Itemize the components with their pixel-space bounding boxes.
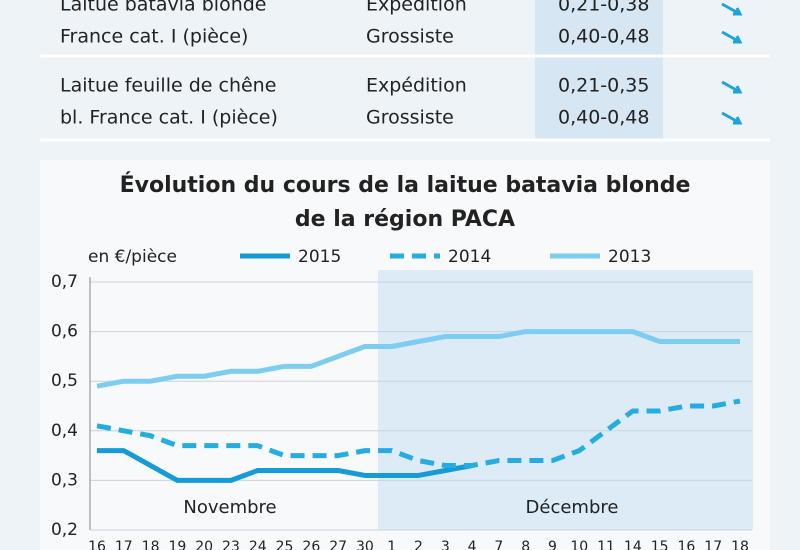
market: Grossiste — [366, 107, 454, 129]
market: Expédition — [366, 0, 467, 16]
trend-arrows — [721, 2, 743, 125]
legend-label: 2014 — [448, 247, 491, 267]
x-tick-label: 23 — [222, 539, 240, 550]
x-tick-label: 3 — [441, 539, 450, 550]
legend-label: 2013 — [608, 247, 651, 267]
x-tick-label: 30 — [356, 539, 374, 550]
x-tick-label: 4 — [468, 539, 477, 550]
x-tick-label: 17 — [115, 539, 133, 550]
price: 0,21-0,35 — [558, 75, 649, 97]
price-column — [535, 0, 663, 140]
x-tick-label: 15 — [651, 539, 669, 550]
x-tick-label: 8 — [521, 539, 530, 550]
x-tick-label: 27 — [329, 539, 347, 550]
product: bl. France cat. I (pièce) — [60, 107, 278, 129]
x-tick-label: 17 — [704, 539, 722, 550]
x-tick-label: 16 — [678, 539, 696, 550]
month-label: Novembre — [183, 497, 276, 518]
market: Expédition — [366, 75, 467, 97]
product: Laitue feuille de chêne — [60, 75, 276, 97]
y-tick-label: 0,3 — [51, 470, 78, 490]
x-tick-label: 9 — [548, 539, 557, 550]
x-tick-label: 7 — [494, 539, 503, 550]
chart-title: de la région PACA — [295, 207, 515, 232]
x-tick-label: 24 — [249, 539, 267, 550]
y-tick-label: 0,2 — [51, 520, 78, 540]
x-tick-label: 25 — [276, 539, 294, 550]
x-tick-label: 14 — [624, 539, 642, 550]
price: 0,40-0,48 — [558, 107, 649, 129]
x-tick-label: 26 — [302, 539, 320, 550]
series-line — [96, 329, 740, 389]
market: Grossiste — [366, 26, 454, 48]
month-label: Décembre — [526, 497, 619, 518]
x-tick-label: 10 — [570, 539, 588, 550]
x-tick-label: 18 — [142, 539, 160, 550]
x-tick-label: 2 — [414, 539, 423, 550]
series-line — [96, 398, 741, 469]
plot: 0,20,30,40,50,60,716 17 18 19 20 23 24 25 26 27 30… — [51, 247, 752, 550]
x-tick-label: 11 — [597, 539, 615, 550]
series-line — [97, 448, 473, 483]
x-tick-label: 19 — [168, 539, 186, 550]
price: 0,21-0,38 — [558, 0, 649, 16]
y-tick-label: 0,7 — [51, 272, 78, 292]
price: 0,40-0,48 — [558, 26, 649, 48]
chart-title: Évolution du cours de la laitue batavia … — [120, 172, 691, 198]
product: Laitue batavia blonde — [60, 0, 267, 16]
y-tick-label: 0,4 — [51, 421, 78, 441]
y-tick-label: 0,5 — [51, 371, 78, 391]
unit-label: en €/pièce — [88, 247, 177, 267]
x-tick-label: 16 — [88, 539, 106, 550]
x-tick-label: 20 — [195, 539, 213, 550]
december-panel — [378, 270, 753, 530]
x-tick-label: 1 — [387, 539, 396, 550]
y-tick-label: 0,6 — [51, 322, 78, 342]
product: France cat. I (pièce) — [60, 26, 248, 48]
x-tick-label: 18 — [731, 539, 749, 550]
legend-label: 2015 — [298, 247, 341, 267]
